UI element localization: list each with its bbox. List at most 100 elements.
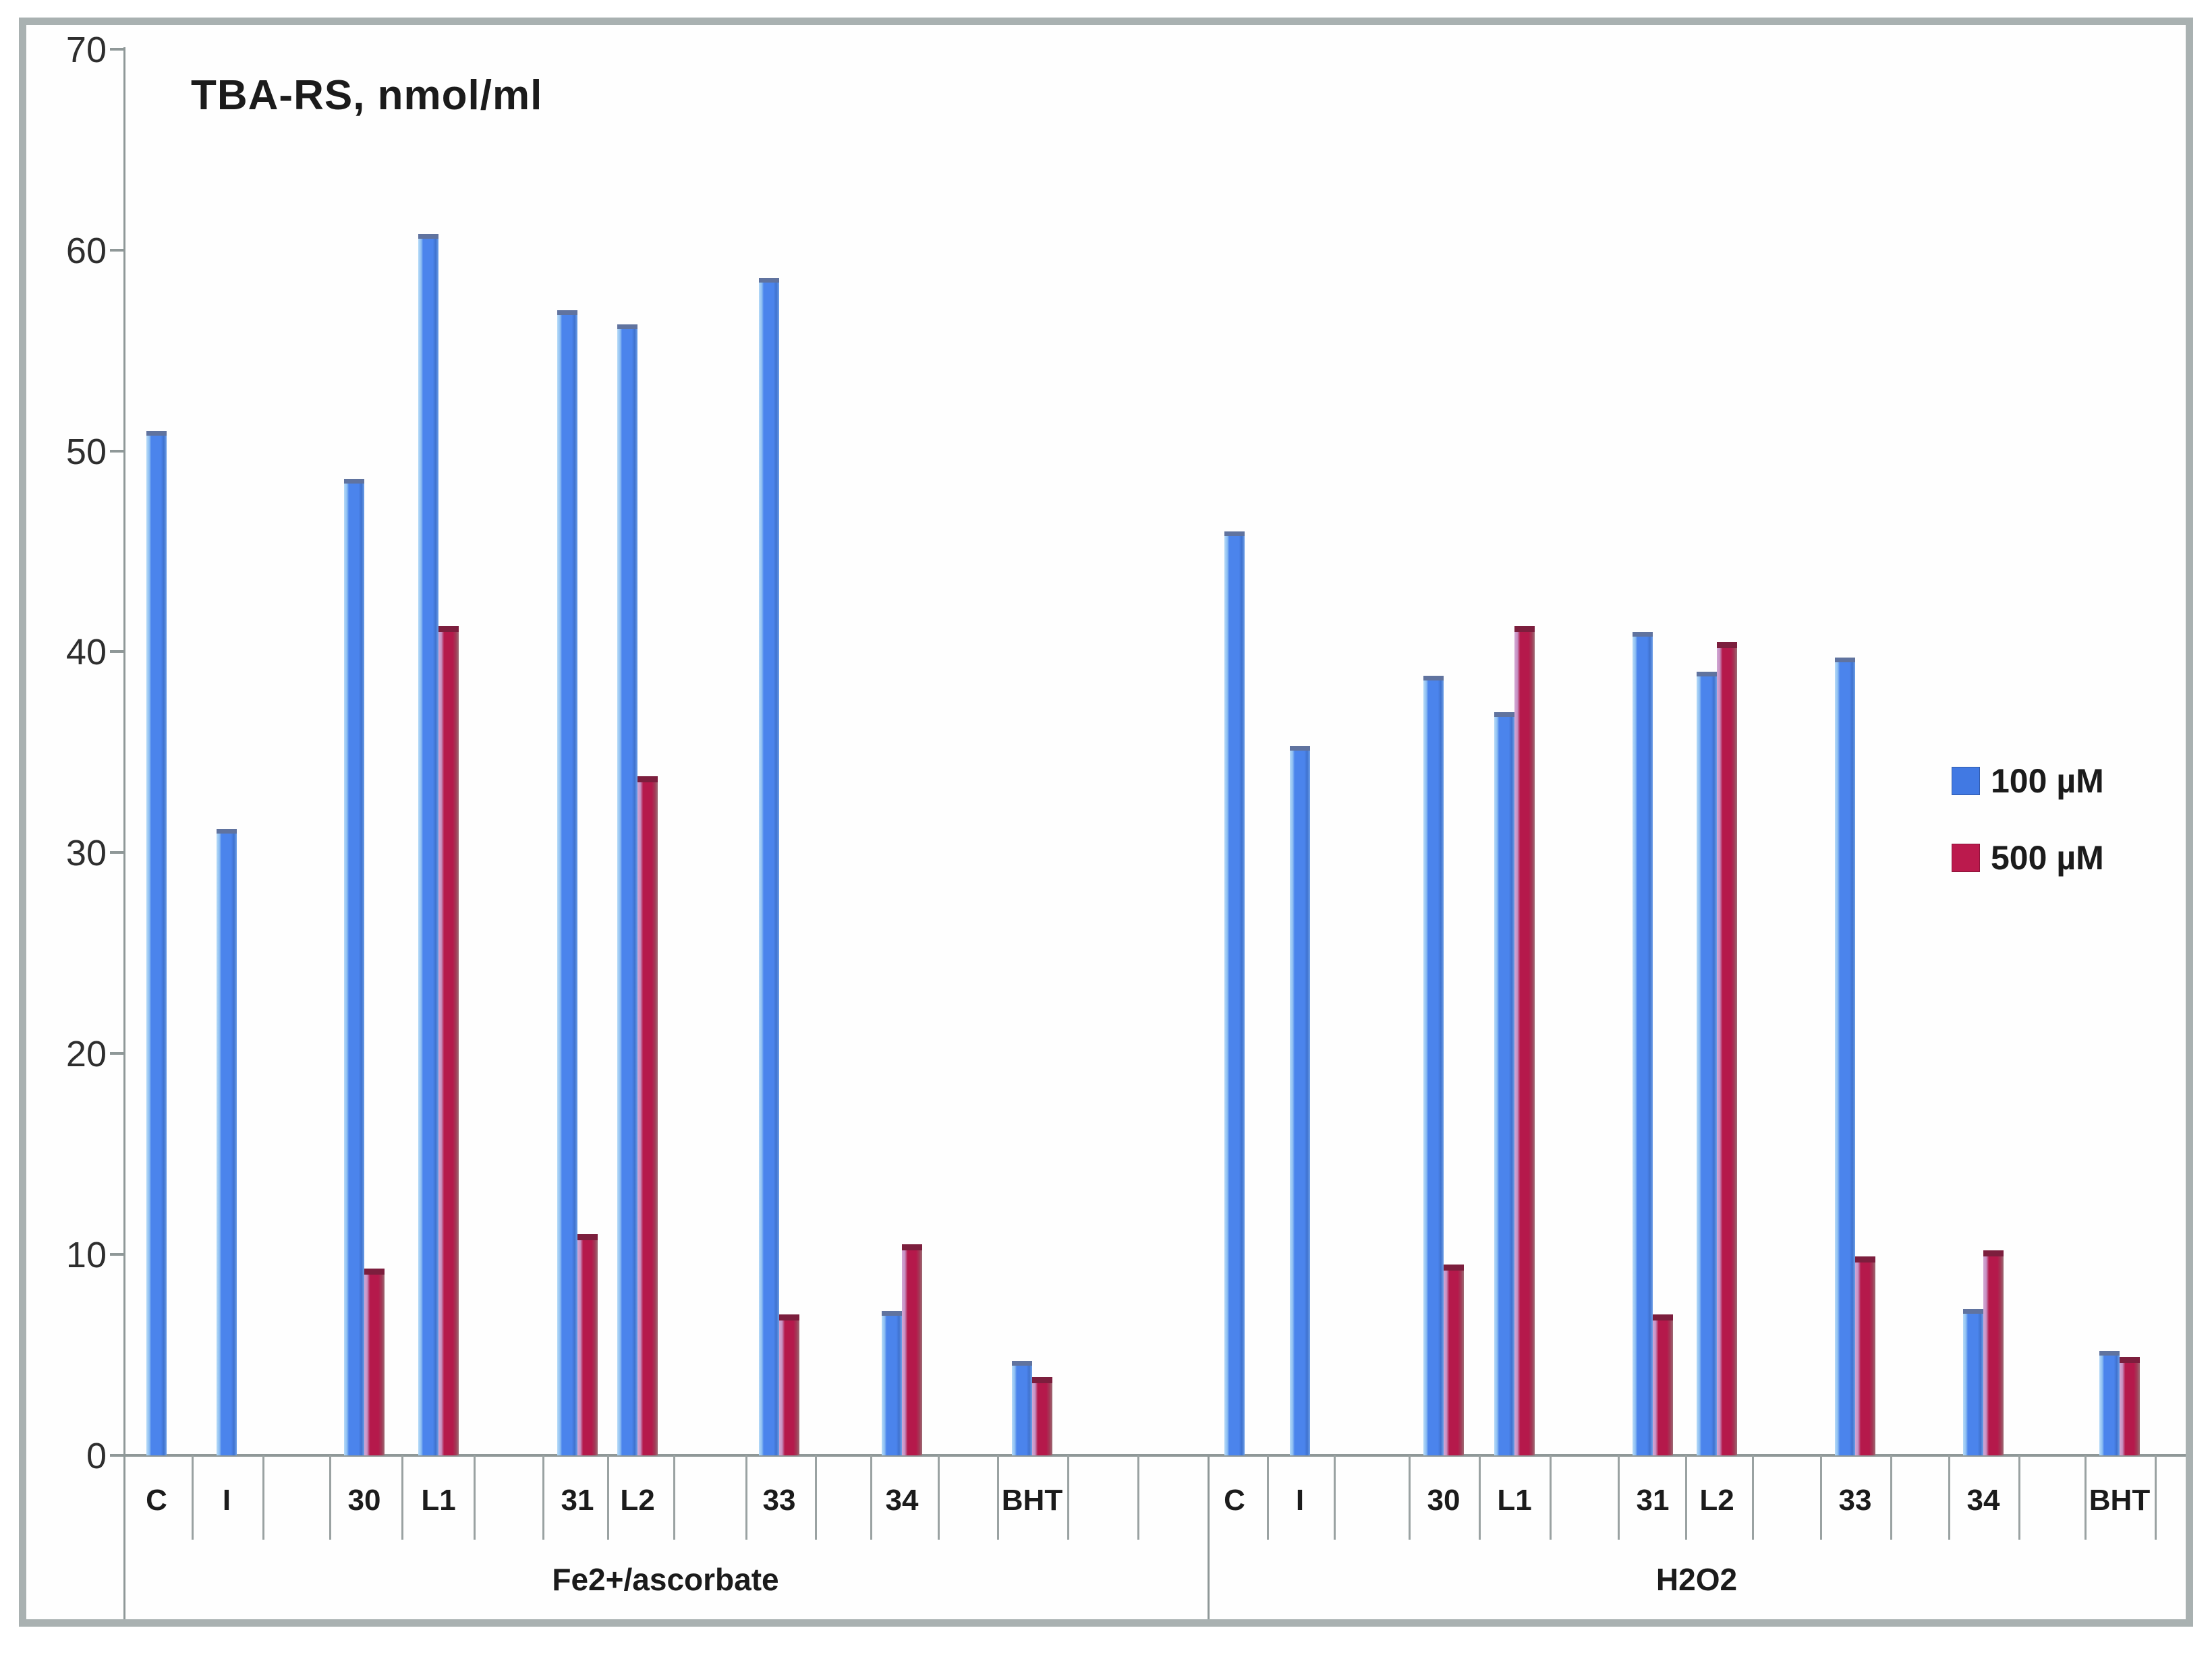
y-axis-label: 60	[65, 230, 107, 271]
bar-100uM-H2O2-BHT	[2099, 1351, 2120, 1455]
group-label-Fe2+/ascorbate: Fe2+/ascorbate	[552, 1562, 779, 1597]
category-label-Fe2+/ascorbate-L1: L1	[421, 1484, 456, 1517]
bar-100uM-Fe2+/ascorbate-34	[882, 1310, 902, 1455]
bar-500uM-H2O2-31	[1653, 1314, 1673, 1455]
category-label-H2O2-30: 30	[1427, 1484, 1461, 1517]
legend: 100 µM 500 µM	[1952, 757, 2104, 910]
category-label-H2O2-BHT: BHT	[2089, 1484, 2151, 1517]
y-axis-tick	[110, 449, 123, 453]
category-tick	[1752, 1455, 1754, 1540]
category-label-Fe2+/ascorbate-C: C	[146, 1484, 167, 1517]
chart-title: TBA-RS, nmol/ml	[191, 72, 543, 119]
y-axis-label: 10	[65, 1235, 107, 1276]
category-tick	[542, 1455, 544, 1540]
category-tick	[2018, 1455, 2020, 1540]
y-axis-label: 30	[65, 833, 107, 874]
category-tick	[474, 1455, 476, 1540]
category-tick	[1409, 1455, 1411, 1540]
y-axis-tick	[110, 47, 123, 51]
category-label-H2O2-I: I	[1295, 1484, 1305, 1517]
category-tick	[329, 1455, 331, 1540]
bar-500uM-H2O2-L2	[1717, 641, 1737, 1455]
category-label-H2O2-L1: L1	[1497, 1484, 1532, 1517]
legend-item-100uM: 100 µM	[1952, 757, 2104, 805]
bar-500uM-Fe2+/ascorbate-BHT	[1032, 1376, 1052, 1455]
bar-500uM-H2O2-33	[1855, 1256, 1875, 1455]
bar-500uM-Fe2+/ascorbate-34	[902, 1244, 922, 1455]
group-divider-line	[1208, 1455, 1210, 1619]
legend-item-500uM: 500 µM	[1952, 834, 2104, 882]
bar-100uM-H2O2-C	[1224, 531, 1245, 1455]
category-tick	[401, 1455, 403, 1540]
category-tick	[1890, 1455, 1892, 1540]
y-axis-line	[123, 47, 125, 1619]
y-axis-label: 70	[65, 29, 107, 70]
category-label-Fe2+/ascorbate-33: 33	[762, 1484, 796, 1517]
category-tick	[673, 1455, 675, 1540]
bar-500uM-Fe2+/ascorbate-31	[577, 1234, 598, 1455]
bar-100uM-H2O2-L2	[1697, 672, 1717, 1455]
legend-swatch-100uM-icon	[1952, 767, 1980, 795]
category-tick	[1820, 1455, 1822, 1540]
y-axis-tick	[110, 1052, 123, 1055]
bar-100uM-Fe2+/ascorbate-C	[146, 430, 167, 1455]
bar-100uM-Fe2+/ascorbate-L1	[418, 233, 438, 1455]
bar-100uM-H2O2-30	[1423, 676, 1444, 1455]
legend-label-500uM: 500 µM	[1991, 839, 2104, 877]
y-axis-tick	[110, 1454, 123, 1457]
category-label-H2O2-C: C	[1224, 1484, 1245, 1517]
category-tick	[1550, 1455, 1552, 1540]
y-axis-label: 40	[65, 632, 107, 673]
bar-100uM-H2O2-L1	[1494, 712, 1514, 1455]
category-label-H2O2-31: 31	[1636, 1484, 1670, 1517]
group-label-H2O2: H2O2	[1655, 1562, 1738, 1597]
category-tick	[1334, 1455, 1336, 1540]
bar-500uM-H2O2-34	[1983, 1250, 2004, 1455]
category-tick	[815, 1455, 817, 1540]
category-tick	[870, 1455, 872, 1540]
bar-100uM-H2O2-31	[1633, 631, 1653, 1455]
bar-100uM-H2O2-34	[1963, 1308, 1983, 1455]
bar-100uM-Fe2+/ascorbate-I	[217, 828, 237, 1455]
bar-500uM-Fe2+/ascorbate-30	[364, 1268, 385, 1455]
category-tick	[1685, 1455, 1687, 1540]
category-label-Fe2+/ascorbate-30: 30	[347, 1484, 381, 1517]
category-tick	[607, 1455, 609, 1540]
bar-500uM-Fe2+/ascorbate-L1	[438, 625, 459, 1455]
y-axis-tick	[110, 650, 123, 654]
bar-100uM-Fe2+/ascorbate-33	[759, 278, 779, 1455]
category-tick	[1479, 1455, 1481, 1540]
category-tick	[938, 1455, 940, 1540]
bar-100uM-Fe2+/ascorbate-L2	[617, 324, 637, 1455]
x-axis-line	[123, 1454, 2186, 1457]
y-axis-tick	[110, 248, 123, 252]
y-axis-label: 20	[65, 1034, 107, 1075]
category-tick	[1948, 1455, 1950, 1540]
category-tick	[997, 1455, 999, 1540]
category-tick	[1618, 1455, 1620, 1540]
category-label-H2O2-33: 33	[1838, 1484, 1872, 1517]
category-label-Fe2+/ascorbate-34: 34	[885, 1484, 919, 1517]
category-label-Fe2+/ascorbate-I: I	[222, 1484, 231, 1517]
category-tick	[745, 1455, 747, 1540]
category-label-H2O2-L2: L2	[1699, 1484, 1734, 1517]
category-label-H2O2-34: 34	[1966, 1484, 2000, 1517]
y-axis-label: 50	[65, 431, 107, 472]
legend-swatch-500uM-icon	[1952, 844, 1980, 872]
category-tick	[1137, 1455, 1139, 1540]
category-tick	[192, 1455, 194, 1540]
legend-label-100uM: 100 µM	[1991, 762, 2104, 800]
bar-100uM-Fe2+/ascorbate-BHT	[1012, 1360, 1032, 1455]
y-axis-label: 0	[86, 1436, 107, 1476]
bar-100uM-Fe2+/ascorbate-31	[557, 310, 577, 1455]
bar-100uM-Fe2+/ascorbate-30	[344, 479, 364, 1455]
category-tick	[2085, 1455, 2087, 1540]
bar-100uM-H2O2-33	[1835, 658, 1855, 1455]
bar-500uM-H2O2-L1	[1514, 625, 1535, 1455]
category-tick	[1067, 1455, 1069, 1540]
bar-500uM-Fe2+/ascorbate-33	[779, 1314, 799, 1455]
category-label-Fe2+/ascorbate-L2: L2	[620, 1484, 655, 1517]
category-label-Fe2+/ascorbate-31: 31	[561, 1484, 594, 1517]
